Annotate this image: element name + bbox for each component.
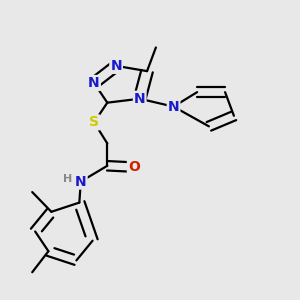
Text: N: N <box>168 100 179 114</box>
Text: O: O <box>128 160 140 174</box>
Text: N: N <box>134 92 146 106</box>
Text: S: S <box>89 116 99 129</box>
Text: N: N <box>75 175 87 188</box>
Text: N: N <box>110 59 122 73</box>
Text: N: N <box>88 76 100 90</box>
Text: H: H <box>63 174 72 184</box>
